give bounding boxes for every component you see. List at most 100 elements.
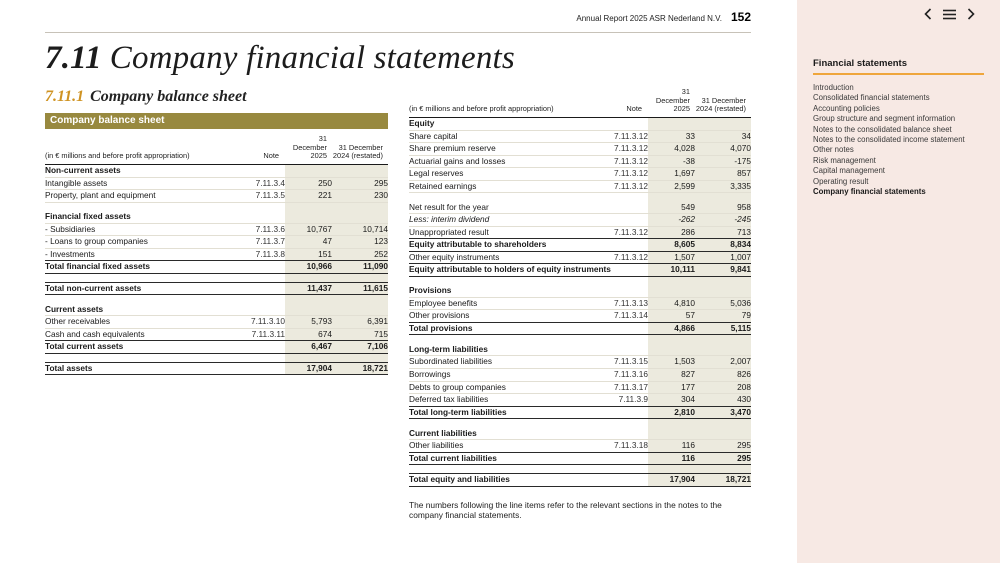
column-header-2025: 31 December 2025 (648, 87, 695, 119)
table-row: Less: interim dividend -262 -245 (409, 213, 751, 227)
note-reference (602, 276, 648, 285)
note-reference: 7.11.3.12 (602, 155, 648, 169)
value-2024: 18,721 (332, 361, 388, 376)
table-row: Cash and cash equivalents 7.11.3.11 674 715 (45, 328, 388, 341)
row-label: Intangible assets (45, 177, 239, 191)
table-title-bar: Company balance sheet (45, 113, 388, 129)
note-reference (602, 201, 648, 215)
value-2025: 2,599 (648, 180, 695, 194)
value-2024: 9,841 (695, 263, 751, 277)
value-2025 (648, 117, 695, 131)
row-label (409, 193, 602, 202)
table-row: - Investments 7.11.3.8 151 252 (45, 248, 388, 261)
row-label: Property, plant and equipment (45, 189, 239, 203)
column-header-description: (in € millions and before profit appropr… (409, 88, 602, 119)
equity-liabilities-table: (in € millions and before profit appropr… (409, 87, 751, 487)
subsection-number: 7.11.1 (45, 88, 85, 105)
value-2024: 8,834 (695, 238, 751, 252)
value-2025: 221 (285, 189, 332, 203)
note-reference (602, 343, 648, 357)
value-2024: 826 (695, 368, 751, 382)
sidebar-item[interactable]: Risk management (813, 155, 876, 165)
previous-page-icon[interactable] (924, 8, 932, 20)
table-row: Net result for the year 549 958 (409, 201, 751, 215)
sidebar-item[interactable]: Notes to the consolidated income stateme… (813, 135, 965, 145)
spacer-row (45, 294, 388, 304)
row-label: Total assets (45, 361, 239, 376)
note-reference (239, 295, 285, 304)
note-reference (602, 465, 648, 474)
value-2024 (695, 285, 751, 298)
equity-liabilities-table-body: Equity Share capital 7.11.3.12 33 34 Share pr… (409, 117, 751, 487)
value-2024: 958 (695, 201, 751, 215)
row-label: Current liabilities (409, 427, 602, 441)
table-row: Other liabilities 7.11.3.18 116 295 (409, 439, 751, 453)
note-reference: 7.11.3.5 (239, 189, 285, 203)
value-2025: 33 (648, 130, 695, 144)
document-header: Annual Report 2025 ASR Nederland N.V. 15… (45, 10, 751, 33)
table-row: Equity (409, 117, 751, 131)
section-heading: 7.11 Company financial statements (45, 40, 751, 77)
notes-reference-text: The numbers following the line items ref… (409, 499, 722, 521)
note-reference (239, 353, 285, 362)
table-row: Financial fixed assets (45, 211, 388, 224)
document-area: Annual Report 2025 ASR Nederland N.V. 15… (45, 10, 751, 521)
table-row: Debts to group companies 7.11.3.17 177 208 (409, 381, 751, 394)
section-title: Company financial statements (109, 40, 515, 76)
row-label (409, 276, 602, 285)
sidebar-item[interactable]: Group structure and segment information (813, 114, 956, 124)
table-row: Subordinated liabilities 7.11.3.15 1,503 2,… (409, 355, 751, 369)
value-2025: 151 (285, 248, 332, 261)
note-reference (239, 340, 285, 354)
note-reference (239, 164, 285, 178)
table-row: Unappropriated result 7.11.3.12 286 713 (409, 226, 751, 239)
sidebar-item[interactable]: Company financial statements (813, 187, 926, 197)
value-2024: -245 (695, 213, 751, 227)
note-reference: 7.11.3.11 (251, 328, 285, 339)
sidebar-item[interactable]: Consolidated financial statements (813, 93, 930, 103)
row-label: - Subsidiaries (45, 223, 239, 237)
note-reference (602, 335, 648, 344)
row-label: Total provisions (409, 321, 602, 336)
next-page-icon[interactable] (967, 8, 975, 20)
table-row: Total assets 17,904 18,721 (45, 361, 388, 376)
value-2024 (332, 294, 388, 304)
row-label: Net result for the year (409, 201, 602, 215)
assets-table: (in € millions and before profit appropr… (45, 134, 388, 376)
row-label: Actuarial gains and losses (409, 155, 602, 169)
value-2025: 1,697 (648, 167, 695, 181)
row-label: Total non-current assets (45, 281, 239, 296)
note-reference: 7.11.3.18 (614, 440, 648, 451)
spacer-row (45, 273, 388, 283)
table-row: Current liabilities (409, 427, 751, 441)
sidebar-item[interactable]: Operating result (813, 176, 869, 186)
sidebar-item[interactable]: Other notes (813, 145, 854, 155)
note-reference (239, 303, 285, 317)
sidebar-item[interactable]: Accounting policies (813, 103, 880, 113)
value-2025 (285, 353, 332, 363)
note-reference: 7.11.3.13 (602, 297, 648, 311)
table-row: Total financial fixed assets 10,966 11,090 (45, 260, 388, 274)
note-reference: 7.11.3.12 (602, 167, 648, 181)
value-2025 (285, 164, 332, 178)
value-2025: 17,904 (648, 473, 695, 487)
value-2024 (695, 334, 751, 344)
value-2025: -262 (648, 213, 695, 227)
value-2024: 295 (695, 439, 751, 453)
sidebar-item[interactable]: Capital management (813, 166, 885, 176)
column-header-note: Note (602, 88, 648, 119)
note-reference (239, 211, 285, 224)
menu-icon[interactable] (943, 9, 956, 20)
value-2024 (332, 211, 388, 224)
sidebar-item[interactable]: Introduction (813, 83, 854, 92)
row-label: Less: interim dividend (409, 213, 602, 227)
sidebar-accent-rule (813, 73, 984, 75)
note-reference (602, 213, 648, 227)
sidebar-item[interactable]: Notes to the consolidated balance sheet (813, 124, 952, 134)
value-2024 (332, 353, 388, 363)
assets-column: 7.11.1 Company balance sheet Company bala… (45, 88, 388, 376)
value-2024: 79 (695, 309, 751, 323)
note-reference: 7.11.3.16 (602, 368, 648, 382)
value-2025: 2,810 (648, 405, 695, 420)
assets-table-body: Non-current assets Intangible assets 7.11.… (45, 164, 388, 376)
